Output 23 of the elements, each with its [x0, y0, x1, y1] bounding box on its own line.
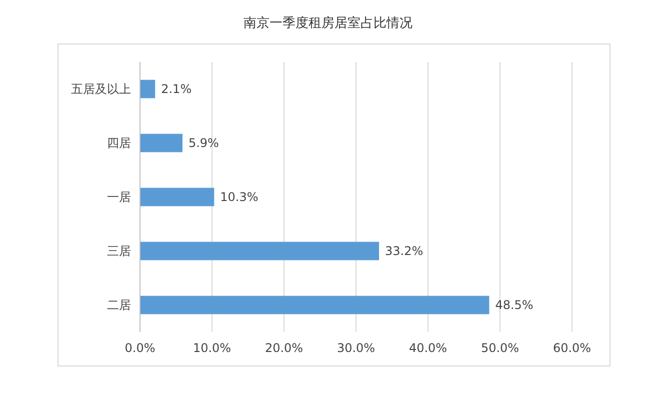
y-tick-label: 四居	[107, 136, 131, 150]
bar	[140, 296, 490, 314]
data-label: 48.5%	[495, 298, 534, 312]
data-label: 10.3%	[220, 190, 258, 204]
x-tick-label: 10.0%	[192, 341, 232, 355]
y-tick-label: 五居及以上	[71, 82, 131, 96]
bar	[140, 242, 380, 260]
data-label: 5.9%	[188, 136, 219, 150]
x-tick-label: 40.0%	[408, 341, 448, 355]
x-tick-label: 20.0%	[264, 341, 304, 355]
x-tick-label: 30.0%	[336, 341, 376, 355]
bar	[140, 134, 182, 152]
chart-title: 南京一季度租房居室占比情况	[244, 15, 412, 31]
x-tick-label: 50.0%	[480, 341, 520, 355]
data-label: 33.2%	[385, 244, 424, 258]
data-label: 2.1%	[161, 82, 192, 96]
x-tick-label: 0.0%	[124, 341, 156, 355]
y-tick-label: 一居	[107, 190, 131, 204]
x-tick-label: 60.0%	[552, 341, 592, 355]
bar	[140, 80, 156, 98]
y-tick-label: 二居	[107, 298, 131, 312]
bar	[140, 188, 214, 206]
y-tick-label: 三居	[107, 244, 131, 258]
